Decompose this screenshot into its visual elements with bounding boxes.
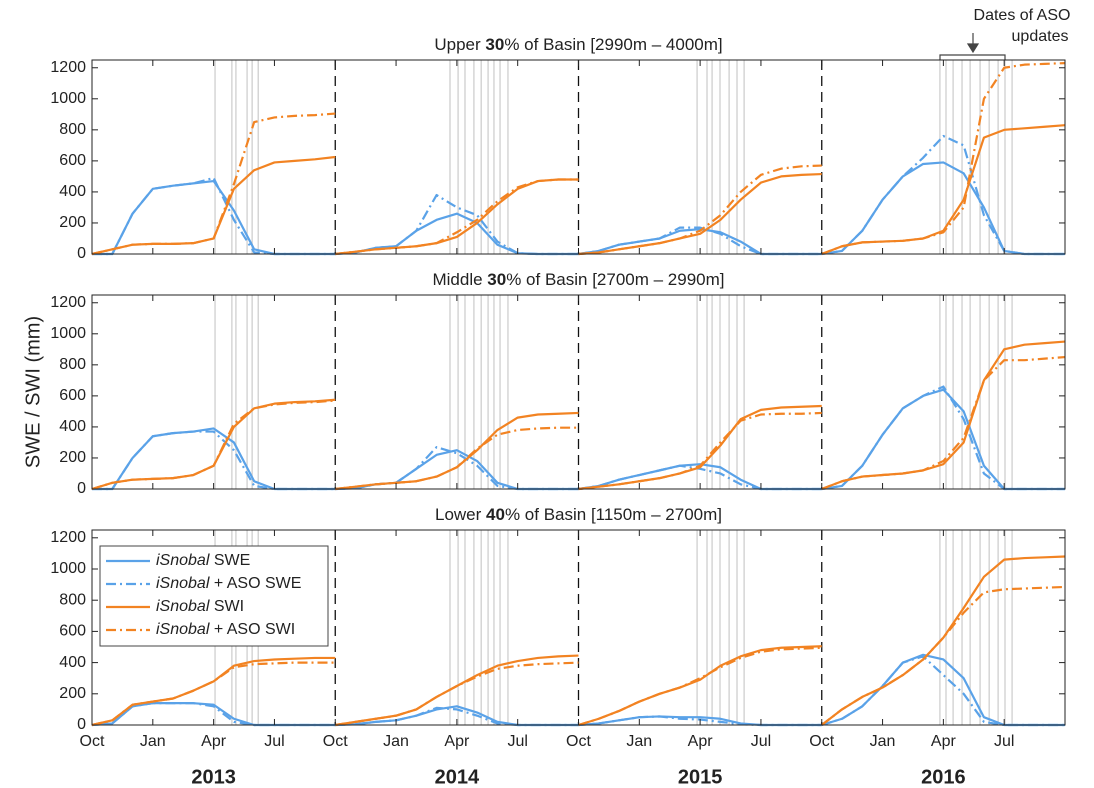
panel-title: Lower 40% of Basin [1150m – 2700m] xyxy=(435,505,722,524)
x-tick-label: Jul xyxy=(507,733,527,750)
series-line xyxy=(92,388,1065,491)
year-label: 2014 xyxy=(435,766,480,788)
y-tick-label: 200 xyxy=(59,685,86,702)
y-tick-label: 800 xyxy=(59,356,86,373)
y-tick-label: 1200 xyxy=(50,294,86,311)
aso-bracket xyxy=(939,33,1006,60)
legend-label-rest: SWE xyxy=(209,552,250,569)
y-tick-label: 200 xyxy=(59,214,86,231)
x-tick-label: Jan xyxy=(383,733,409,750)
y-tick-label: 600 xyxy=(59,387,86,404)
legend-label-rest: + ASO SWI xyxy=(209,621,295,638)
legend-label-rest: + ASO SWE xyxy=(209,575,301,592)
y-tick-label: 1200 xyxy=(50,59,86,76)
y-axis-label: SWE / SWI (mm) xyxy=(22,316,44,468)
legend-label: iSnobal + ASO SWI xyxy=(156,621,295,638)
x-tick-label: Jan xyxy=(140,733,166,750)
series-line xyxy=(92,161,1065,256)
series-line xyxy=(91,655,1065,727)
legend-label: iSnobal + ASO SWE xyxy=(156,575,301,592)
y-tick-label: 800 xyxy=(59,121,86,138)
x-tick-label: Apr xyxy=(931,733,957,750)
title-part: 40 xyxy=(486,505,505,524)
y-tick-label: 800 xyxy=(59,591,86,608)
x-tick-label: Oct xyxy=(809,733,834,750)
y-tick-label: 0 xyxy=(77,716,86,733)
legend-label: iSnobal SWI xyxy=(156,598,244,615)
y-tick-label: 400 xyxy=(59,418,86,435)
y-tick-label: 600 xyxy=(59,623,86,640)
y-tick-label: 600 xyxy=(59,152,86,169)
x-tick-label: Oct xyxy=(80,733,105,750)
year-label: 2013 xyxy=(191,766,236,788)
y-tick-label: 0 xyxy=(77,480,86,497)
series-line xyxy=(92,385,1065,491)
legend-label-rest: SWI xyxy=(209,598,244,615)
title-part: % of Basin [2700m – 2990m] xyxy=(506,270,724,289)
x-tick-label: Apr xyxy=(688,733,714,750)
legend-label-italic: iSnobal xyxy=(156,575,210,592)
series-line xyxy=(91,355,1066,491)
title-part: Middle xyxy=(432,270,487,289)
year-label: 2015 xyxy=(678,766,723,788)
legend-label-italic: iSnobal xyxy=(156,621,210,638)
y-tick-label: 200 xyxy=(59,449,86,466)
x-tick-label: Jan xyxy=(626,733,652,750)
y-tick-label: 400 xyxy=(59,654,86,671)
annotation: updates xyxy=(1012,28,1069,45)
title-part: % of Basin [2990m – 4000m] xyxy=(504,35,722,54)
y-tick-label: 1000 xyxy=(50,90,86,107)
x-tick-label: Jul xyxy=(994,733,1014,750)
year-label: 2016 xyxy=(921,766,966,788)
panel-title: Middle 30% of Basin [2700m – 2990m] xyxy=(432,270,724,289)
title-part: Lower xyxy=(435,505,486,524)
y-tick-label: 1200 xyxy=(50,529,86,546)
x-tick-label: Jan xyxy=(870,733,896,750)
legend-label-italic: iSnobal xyxy=(156,552,210,569)
annotation: Dates of ASO xyxy=(974,7,1071,24)
y-tick-label: 1000 xyxy=(50,325,86,342)
y-tick-label: 400 xyxy=(59,183,86,200)
legend-label: iSnobal SWE xyxy=(156,552,250,569)
title-part: Upper xyxy=(434,35,485,54)
x-tick-label: Oct xyxy=(323,733,348,750)
title-part: 30 xyxy=(487,270,506,289)
x-tick-label: Jul xyxy=(264,733,284,750)
x-tick-label: Jul xyxy=(751,733,771,750)
y-tick-label: 1000 xyxy=(50,560,86,577)
x-tick-label: Oct xyxy=(566,733,591,750)
bracket xyxy=(939,54,1006,60)
panel-title: Upper 30% of Basin [2990m – 4000m] xyxy=(434,35,722,54)
y-tick-label: 0 xyxy=(77,245,86,262)
legend-label-italic: iSnobal xyxy=(156,598,210,615)
title-part: 30 xyxy=(485,35,504,54)
series-line xyxy=(91,653,1065,727)
legend-box xyxy=(99,545,329,647)
x-tick-label: Apr xyxy=(201,733,227,750)
x-tick-label: Apr xyxy=(444,733,470,750)
series-line xyxy=(91,62,1066,256)
title-part: % of Basin [1150m – 2700m] xyxy=(505,505,722,524)
series-line xyxy=(91,585,1066,727)
arrow-head xyxy=(966,43,980,54)
